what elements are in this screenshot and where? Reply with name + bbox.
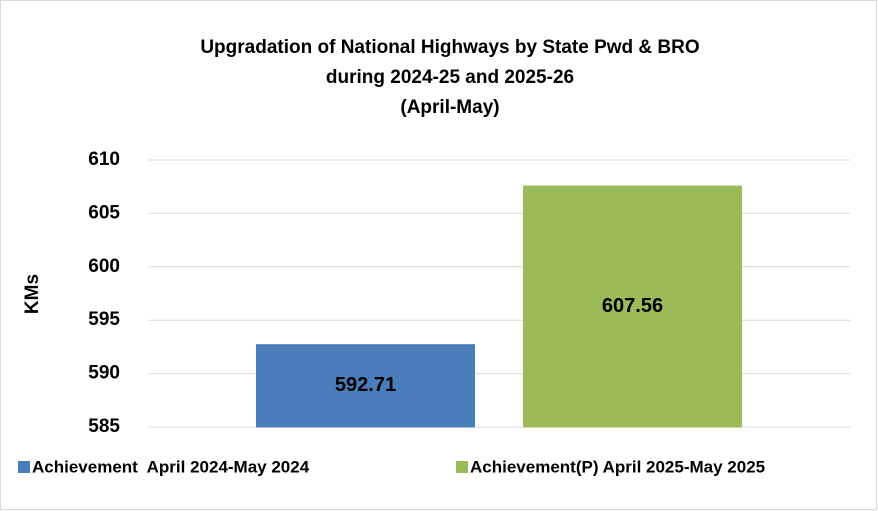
data-label: 607.56 — [602, 295, 663, 317]
y-tick-label: 600 — [88, 256, 120, 277]
legend-swatch — [456, 461, 468, 473]
y-tick-label: 605 — [88, 202, 120, 223]
y-axis-label: KMs — [22, 274, 43, 314]
legend-label: Achievement April 2024-May 2024 — [32, 457, 310, 476]
legend-swatch — [18, 461, 30, 473]
bar-shade — [259, 347, 472, 424]
chart-title: Upgradation of National Highways by Stat… — [200, 37, 699, 58]
chart-title: during 2024-25 and 2025-26 — [326, 67, 574, 88]
chart-title: (April-May) — [400, 97, 499, 118]
data-label: 592.71 — [335, 374, 396, 396]
bar-shade — [526, 189, 739, 424]
y-tick-label: 595 — [88, 309, 120, 330]
y-tick-label: 590 — [88, 363, 120, 384]
y-tick-label: 585 — [88, 416, 120, 437]
legend-label: Achievement(P) April 2025-May 2025 — [470, 457, 765, 476]
y-tick-label: 610 — [88, 149, 120, 170]
